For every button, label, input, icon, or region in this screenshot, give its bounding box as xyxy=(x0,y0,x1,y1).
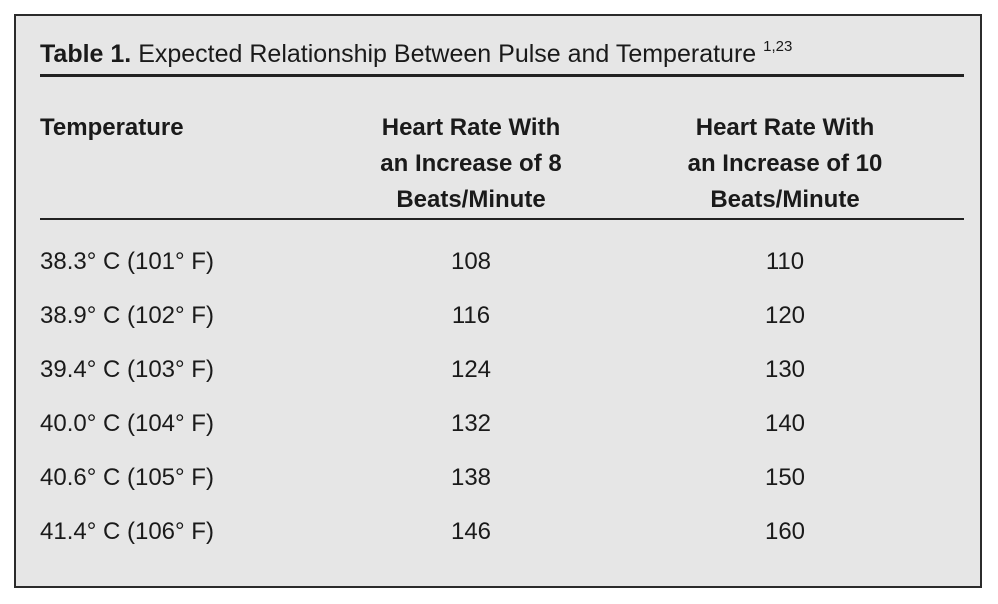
header-increase-8-line3: Beats/Minute xyxy=(396,186,546,213)
header-increase-10: Heart Rate With an Increase of 10 Beats/… xyxy=(646,110,924,218)
table-row: 38.9° C (102° F) 116 120 xyxy=(16,298,980,352)
cell-temperature: 38.9° C (102° F) xyxy=(40,302,214,329)
cell-temperature: 40.0° C (104° F) xyxy=(40,410,214,437)
table-body: 38.3° C (101° F) 108 110 38.9° C (102° F… xyxy=(16,244,980,568)
caption-reference: 1,23 xyxy=(763,38,793,55)
cell-temperature: 41.4° C (106° F) xyxy=(40,518,214,545)
table-frame: Table 1. Expected Relationship Between P… xyxy=(14,14,982,588)
cell-increase-8: 132 xyxy=(450,410,492,437)
caption-rule xyxy=(40,74,964,77)
header-increase-8-line2: an Increase of 8 xyxy=(380,150,562,177)
cell-increase-8: 108 xyxy=(450,248,492,275)
cell-increase-10: 140 xyxy=(764,410,806,437)
header-increase-10-line2: an Increase of 10 xyxy=(687,150,883,177)
cell-increase-10: 150 xyxy=(764,464,806,491)
caption-label: Table 1. xyxy=(40,40,132,68)
cell-increase-10: 130 xyxy=(764,356,806,383)
table-row: 41.4° C (106° F) 146 160 xyxy=(16,514,980,568)
table-row: 40.6° C (105° F) 138 150 xyxy=(16,460,980,514)
cell-temperature: 38.3° C (101° F) xyxy=(40,248,214,275)
header-temperature: Temperature xyxy=(40,114,184,141)
cell-temperature: 39.4° C (103° F) xyxy=(40,356,214,383)
cell-increase-8: 146 xyxy=(450,518,492,545)
header-rule xyxy=(40,218,964,220)
cell-increase-10: 160 xyxy=(764,518,806,545)
cell-increase-8: 138 xyxy=(450,464,492,491)
header-increase-10-line1: Heart Rate With xyxy=(695,114,875,141)
table-row: 39.4° C (103° F) 124 130 xyxy=(16,352,980,406)
cell-increase-10: 110 xyxy=(765,248,805,275)
header-increase-8: Heart Rate With an Increase of 8 Beats/M… xyxy=(332,110,610,218)
header-increase-8-line1: Heart Rate With xyxy=(381,114,561,141)
cell-increase-10: 120 xyxy=(764,302,806,329)
header-increase-10-line3: Beats/Minute xyxy=(710,186,860,213)
table-row: 38.3° C (101° F) 108 110 xyxy=(16,244,980,298)
cell-temperature: 40.6° C (105° F) xyxy=(40,464,214,491)
table-row: 40.0° C (104° F) 132 140 xyxy=(16,406,980,460)
cell-increase-8: 116 xyxy=(451,302,491,329)
cell-increase-8: 124 xyxy=(450,356,492,383)
table-caption: Table 1. Expected Relationship Between P… xyxy=(40,38,964,69)
caption-text: Expected Relationship Between Pulse and … xyxy=(131,40,764,68)
